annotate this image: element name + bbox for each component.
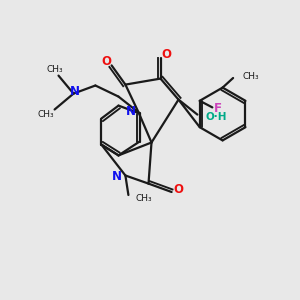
Text: CH₃: CH₃: [38, 110, 55, 119]
Text: O: O: [173, 183, 183, 196]
Text: N: N: [126, 105, 136, 118]
Text: N: N: [70, 85, 80, 98]
Text: CH₃: CH₃: [243, 72, 259, 81]
Text: O: O: [101, 55, 111, 68]
Text: O: O: [161, 48, 171, 62]
Text: O·H: O·H: [206, 112, 227, 122]
Text: N: N: [112, 169, 122, 183]
Text: CH₃: CH₃: [136, 194, 152, 203]
Text: F: F: [214, 102, 222, 116]
Text: CH₃: CH₃: [46, 64, 63, 74]
